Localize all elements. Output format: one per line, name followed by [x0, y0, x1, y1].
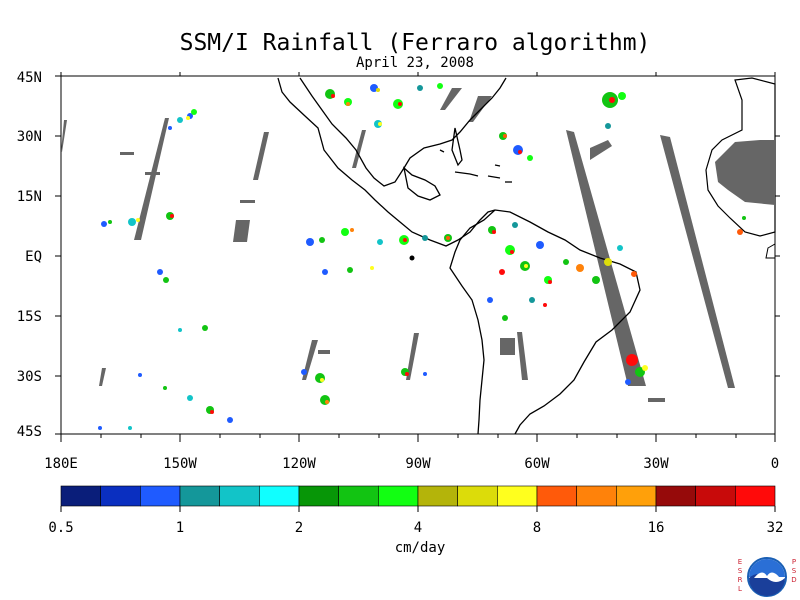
colorbar-segment — [100, 485, 141, 507]
axis-ticks — [55, 72, 780, 442]
map-frame — [60, 75, 776, 435]
lon-label-0: 0 — [770, 456, 780, 472]
map-title: SSM/I Rainfall (Ferraro algorithm) — [179, 30, 651, 56]
lat-label-15s: 15S — [16, 309, 42, 325]
colorbar-label: 4 — [413, 520, 423, 536]
colorbar-segment — [140, 485, 181, 507]
noaa-logo: E S R L P S D — [736, 556, 798, 598]
lat-label-45s: 45S — [16, 424, 42, 440]
colorbar-segment — [179, 485, 220, 507]
logo-letter: D — [791, 576, 797, 584]
colorbar-label: 32 — [766, 520, 784, 536]
logo-letter: S — [737, 567, 743, 575]
lat-label-eq: EQ — [25, 249, 42, 265]
colorbar-segment — [735, 485, 776, 507]
colorbar-label: 1 — [175, 520, 185, 536]
colorbar-segment — [417, 485, 458, 507]
lat-label-30n: 30N — [16, 129, 42, 145]
lon-label-60w: 60W — [524, 456, 550, 472]
colorbar-segment — [695, 485, 736, 507]
lat-label-45n: 45N — [16, 70, 42, 86]
coastlines — [277, 77, 641, 435]
colorbar-segment — [497, 485, 538, 507]
logo-letter: P — [791, 558, 797, 566]
colorbar-segment — [60, 485, 101, 507]
lon-label-120w: 120W — [282, 456, 316, 472]
logo-letter: L — [738, 585, 742, 593]
colorbar — [60, 485, 776, 512]
colorbar-label: 16 — [647, 520, 665, 536]
rainfall-cells — [98, 83, 746, 430]
colorbar-segment — [298, 485, 339, 507]
colorbar-label: 8 — [532, 520, 542, 536]
colorbar-segment — [457, 485, 498, 507]
lon-label-150w: 150W — [163, 456, 197, 472]
colorbar-segment — [536, 485, 577, 507]
africa-region — [705, 77, 776, 259]
lat-label-30s: 30S — [16, 369, 42, 385]
lon-label-180e: 180E — [44, 456, 78, 472]
lon-label-30w: 30W — [643, 456, 669, 472]
colorbar-segment — [219, 485, 260, 507]
colorbar-segment — [616, 485, 657, 507]
logo-letter: E — [737, 558, 743, 566]
noaa-emblem-icon — [747, 557, 787, 597]
colorbar-segment — [378, 485, 419, 507]
map-date: April 23, 2008 — [355, 55, 474, 71]
colorbar-segment — [655, 485, 696, 507]
logo-letter: R — [737, 576, 743, 584]
colorbar-segment — [576, 485, 617, 507]
colorbar-units: cm/day — [394, 540, 446, 556]
lon-label-90w: 90W — [405, 456, 431, 472]
colorbar-segment — [338, 485, 379, 507]
colorbar-label: 2 — [294, 520, 304, 536]
logo-letter: S — [791, 567, 797, 575]
colorbar-segment — [259, 485, 300, 507]
colorbar-label: 0.5 — [48, 520, 74, 536]
lat-label-15n: 15N — [16, 189, 42, 205]
